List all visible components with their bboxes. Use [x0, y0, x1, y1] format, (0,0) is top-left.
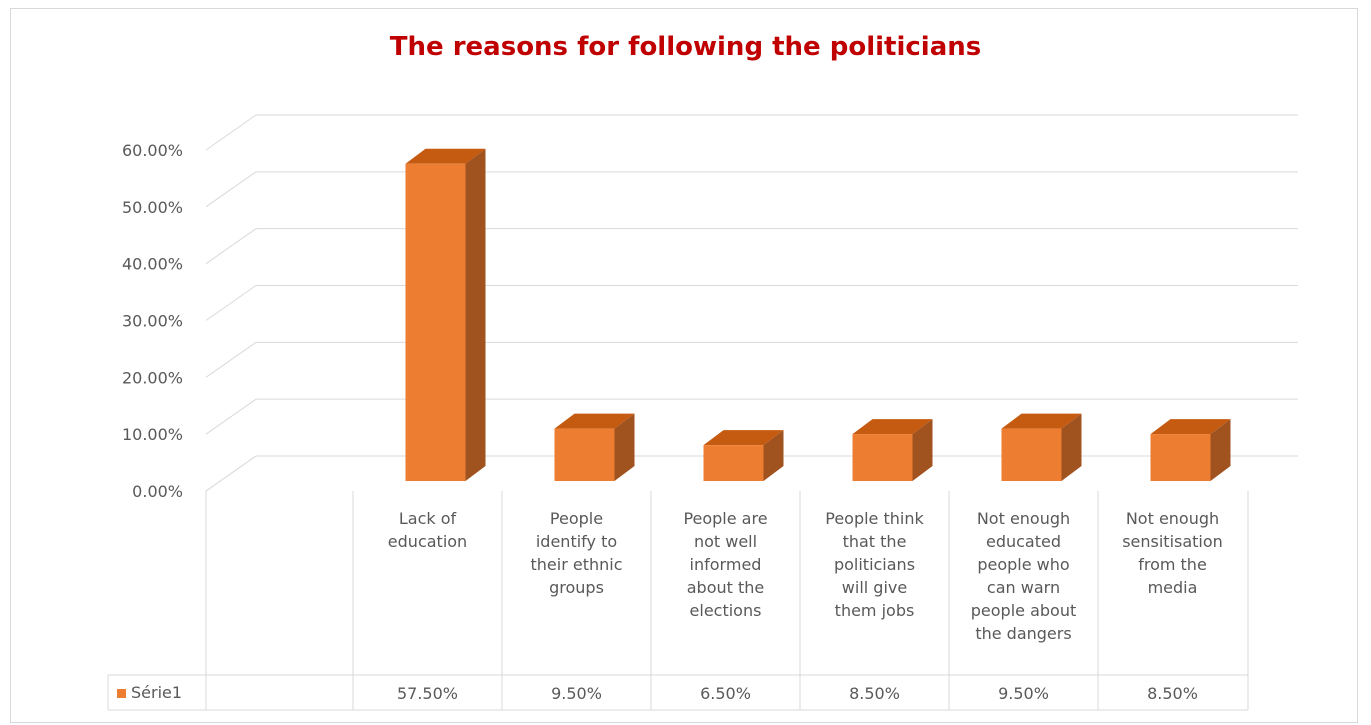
category-label-line: educated [986, 532, 1061, 551]
category-label: People identify to their ethnic groups [530, 509, 622, 597]
category-label-line: People think [825, 509, 924, 528]
category-label-line: informed [690, 555, 762, 574]
bar [554, 413, 635, 481]
y-tick-label: 60.00% [122, 141, 183, 160]
bar-side [763, 430, 784, 481]
floor-edge [205, 455, 257, 492]
category-label-line: Not enough [977, 509, 1070, 528]
category-label-line: Lack of [399, 509, 457, 528]
bar-top [852, 419, 933, 435]
category-label-line: people who [977, 555, 1069, 574]
category-label-line: that the [843, 532, 907, 551]
category-label: People think that the politicians will give… [825, 509, 924, 620]
bar-front [554, 428, 615, 481]
category-label-line: politicians [834, 555, 915, 574]
gridline-diagonal [205, 341, 257, 378]
category-label-line: identify to [536, 532, 617, 551]
data-table: Lack of education People identify to their e… [107, 491, 1249, 711]
category-label-line: People [550, 509, 603, 528]
bar [852, 419, 933, 481]
bars [405, 148, 1231, 481]
gridline-diagonal [205, 398, 257, 435]
bar [405, 148, 486, 481]
category-label-line: from the [1138, 555, 1207, 574]
bar-front [852, 434, 913, 481]
category-label-line: the dangers [975, 624, 1071, 643]
y-tick-label: 50.00% [122, 198, 183, 217]
bar-top [1150, 419, 1231, 435]
y-axis-ticks: 0.00% 10.00% 20.00% 30.00% 40.00% 50.00% 60.00… [122, 141, 183, 501]
bar-side [912, 419, 933, 481]
category-label-line: sensitisation [1122, 532, 1223, 551]
data-label: 9.50% [551, 684, 602, 703]
category-label-line: them jobs [835, 601, 915, 620]
category-label-line: their ethnic [530, 555, 622, 574]
data-label: 57.50% [397, 684, 458, 703]
bar-side [465, 148, 486, 481]
y-tick-label: 30.00% [122, 312, 183, 331]
bar-side [1061, 413, 1082, 481]
category-label: Lack of education [388, 509, 467, 551]
bar-front [405, 163, 466, 481]
bar [703, 430, 784, 481]
chart-title: The reasons for following the politician… [389, 32, 982, 62]
category-label: Not enough sensitisation from the media [1122, 509, 1223, 597]
bar-top [405, 148, 486, 164]
data-label: 6.50% [700, 684, 751, 703]
category-label-line: about the [687, 578, 765, 597]
bar-front [703, 445, 764, 481]
y-tick-label: 40.00% [122, 255, 183, 274]
bar-side [1210, 419, 1231, 481]
gridline-diagonal [205, 171, 257, 208]
bar [1001, 413, 1082, 481]
bar-front [1150, 434, 1211, 481]
bar-top [554, 413, 635, 429]
data-label: 9.50% [998, 684, 1049, 703]
gridline-diagonal [205, 114, 257, 151]
bar-top [703, 430, 784, 446]
data-label: 8.50% [1147, 684, 1198, 703]
category-label-line: groups [549, 578, 604, 597]
bar [1150, 419, 1231, 481]
bar-front [1001, 428, 1062, 481]
category-label-line: elections [690, 601, 762, 620]
data-label: 8.50% [849, 684, 900, 703]
y-tick-label: 10.00% [122, 425, 183, 444]
category-label-line: will give [842, 578, 907, 597]
category-label: People are not well informed about the elect… [683, 509, 767, 620]
category-label-line: Not enough [1126, 509, 1219, 528]
gridline-diagonal [205, 228, 257, 265]
category-label-line: can warn [987, 578, 1060, 597]
category-label-line: media [1148, 578, 1198, 597]
gridline-diagonal [205, 285, 257, 321]
chart-frame [10, 8, 1358, 723]
category-label-line: people about [971, 601, 1076, 620]
bar-top [1001, 413, 1082, 429]
series-name: Série1 [131, 683, 182, 702]
category-label-line: education [388, 532, 467, 551]
bar-side [614, 413, 635, 481]
y-tick-label: 20.00% [122, 368, 183, 387]
category-label-line: not well [694, 532, 757, 551]
legend-key [117, 689, 126, 698]
category-label-line: People are [683, 509, 767, 528]
y-tick-label: 0.00% [132, 482, 183, 501]
category-label: Not enough educated people who can warn peop… [971, 509, 1076, 643]
